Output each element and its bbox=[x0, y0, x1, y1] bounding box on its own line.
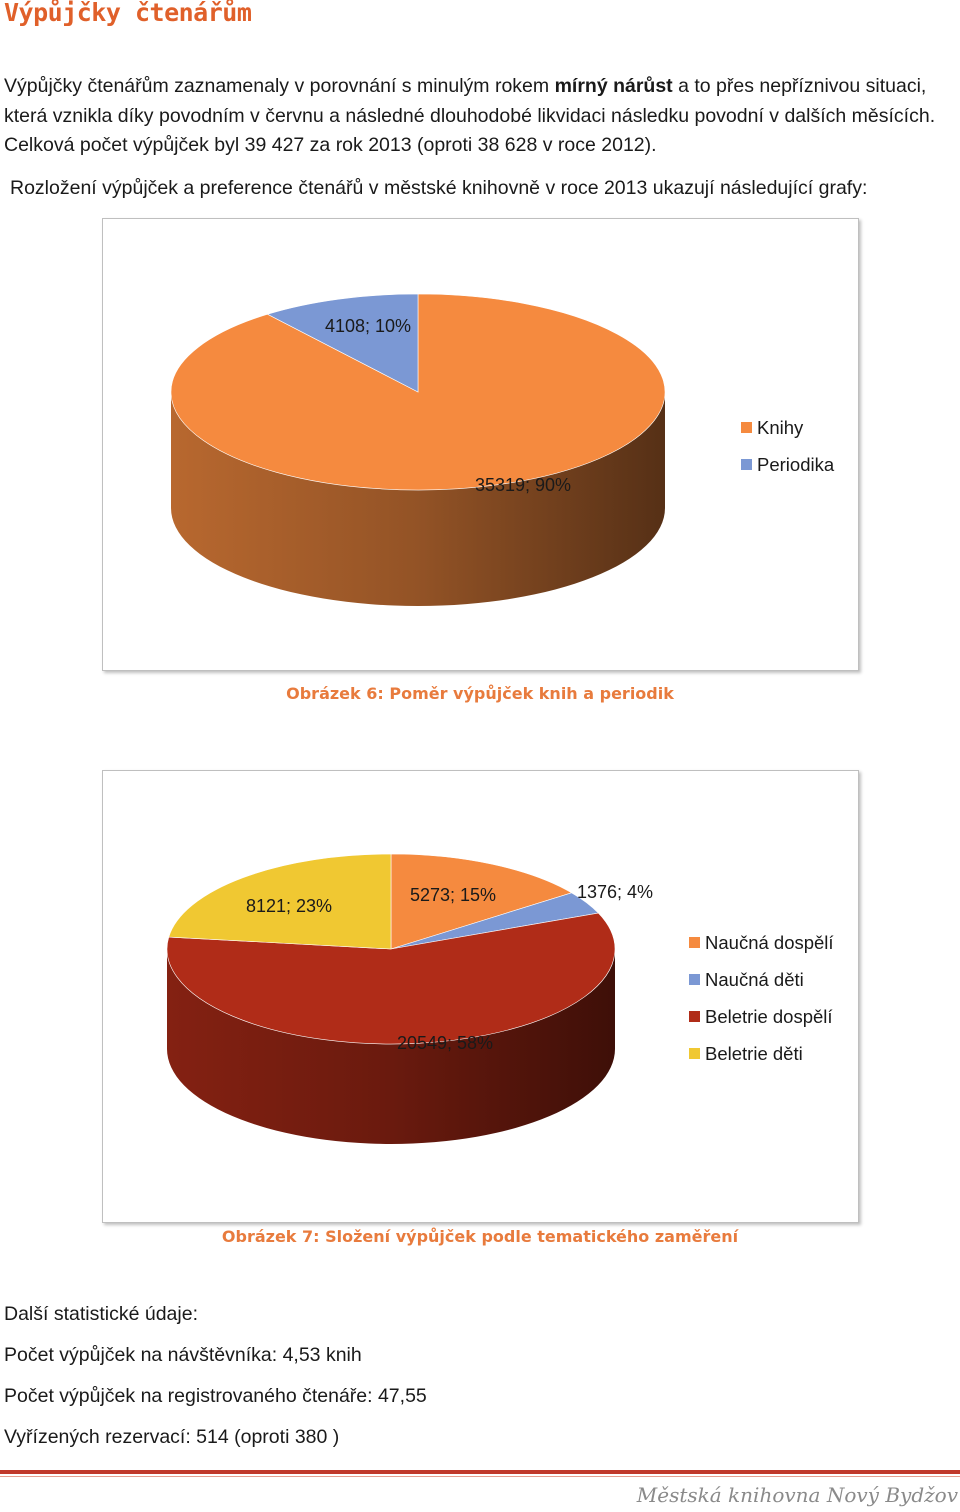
footer-divider bbox=[0, 1470, 960, 1474]
figure-6-caption: Obrázek 6: Poměr výpůjček knih a periodi… bbox=[286, 684, 674, 703]
page-heading: Výpůjčky čtenářům bbox=[4, 0, 252, 27]
intro-text-1: Výpůjčky čtenářům zaznamenaly v porovnán… bbox=[4, 75, 555, 97]
legend-swatch-beletrie-deti bbox=[689, 1048, 700, 1059]
legend-label-periodika: Periodika bbox=[757, 454, 835, 475]
data-label-beletrie-deti: 8121; 23% bbox=[246, 896, 332, 916]
legend-item-naucna-deti: Naučná děti bbox=[689, 961, 834, 998]
data-label-beletrie-dospeli: 20549; 58% bbox=[397, 1033, 493, 1053]
stats-line-visitor: Počet výpůjček na návštěvníka: 4,53 knih bbox=[4, 1344, 362, 1366]
legend-label-naucna-deti: Naučná děti bbox=[705, 969, 804, 990]
chart-loans-by-topic: 5273; 15% 1376; 4% 20549; 58% 8121; 23% Nau… bbox=[102, 770, 859, 1223]
pie-chart-1-svg: 35319; 90% 4108; 10% bbox=[170, 293, 666, 606]
intro-paragraph-2: Rozložení výpůjček a preference čtenářů … bbox=[10, 177, 868, 199]
figure-7-caption: Obrázek 7: Složení výpůjček podle temati… bbox=[221, 1227, 739, 1246]
legend-label-naucna-dospeli: Naučná dospělí bbox=[705, 932, 834, 953]
intro-paragraph: Výpůjčky čtenářům zaznamenaly v porovnán… bbox=[4, 72, 949, 161]
stats-line-reservations: Vyřízených rezervací: 514 (oproti 380 ) bbox=[4, 1426, 340, 1448]
footer-library-name: Městská knihovna Nový Bydžov bbox=[636, 1483, 958, 1507]
data-label-naucna-deti: 1376; 4% bbox=[577, 882, 653, 902]
footer-divider-thin bbox=[0, 1476, 960, 1477]
legend-swatch-naucna-dospeli bbox=[689, 937, 700, 948]
legend-item-beletrie-deti: Beletrie děti bbox=[689, 1035, 834, 1072]
data-label-periodika: 4108; 10% bbox=[325, 316, 411, 336]
pie-slice-beletrie-dospeli bbox=[166, 912, 616, 1045]
intro-bold: mírný nárůst bbox=[554, 75, 673, 97]
pie-chart-2-svg: 5273; 15% 1376; 4% 20549; 58% 8121; 23% bbox=[166, 853, 653, 1144]
pie-slice-periodika bbox=[266, 293, 419, 393]
legend-swatch-periodika bbox=[741, 459, 752, 470]
legend-item-naucna-dospeli: Naučná dospělí bbox=[689, 924, 834, 961]
pie-side-knihy bbox=[171, 392, 665, 606]
legend-swatch-beletrie-dospeli bbox=[689, 1011, 700, 1022]
additional-stats: Další statistické údaje: Počet výpůjček … bbox=[4, 1298, 427, 1462]
legend-label-beletrie-dospeli: Beletrie dospělí bbox=[705, 1006, 833, 1027]
stats-heading: Další statistické údaje: bbox=[4, 1303, 199, 1325]
pie-slice-naucna-dospeli bbox=[390, 853, 573, 950]
chart-1-legend: Knihy Periodika bbox=[741, 409, 834, 483]
pie-side-beletrie-dospeli bbox=[167, 949, 615, 1144]
chart-loans-books-periodicals: 35319; 90% 4108; 10% Knihy Periodika bbox=[102, 218, 859, 671]
legend-item-beletrie-dospeli: Beletrie dospělí bbox=[689, 998, 834, 1035]
data-label-knihy: 35319; 90% bbox=[475, 475, 571, 495]
legend-item-knihy: Knihy bbox=[741, 409, 834, 446]
legend-label-knihy: Knihy bbox=[757, 417, 804, 438]
chart-2-legend: Naučná dospělí Naučná děti Beletrie dospěl… bbox=[689, 924, 834, 1072]
legend-swatch-naucna-deti bbox=[689, 974, 700, 985]
data-label-naucna-dospeli: 5273; 15% bbox=[410, 885, 496, 905]
intro-text-2: a to přes nepříznivou situaci, která vzn… bbox=[4, 75, 936, 156]
pie-slice-beletrie-deti bbox=[168, 853, 392, 950]
legend-label-beletrie-deti: Beletrie děti bbox=[705, 1043, 803, 1064]
legend-swatch-knihy bbox=[741, 422, 752, 433]
legend-item-periodika: Periodika bbox=[741, 446, 834, 483]
stats-line-reader: Počet výpůjček na registrovaného čtenáře… bbox=[4, 1385, 427, 1407]
